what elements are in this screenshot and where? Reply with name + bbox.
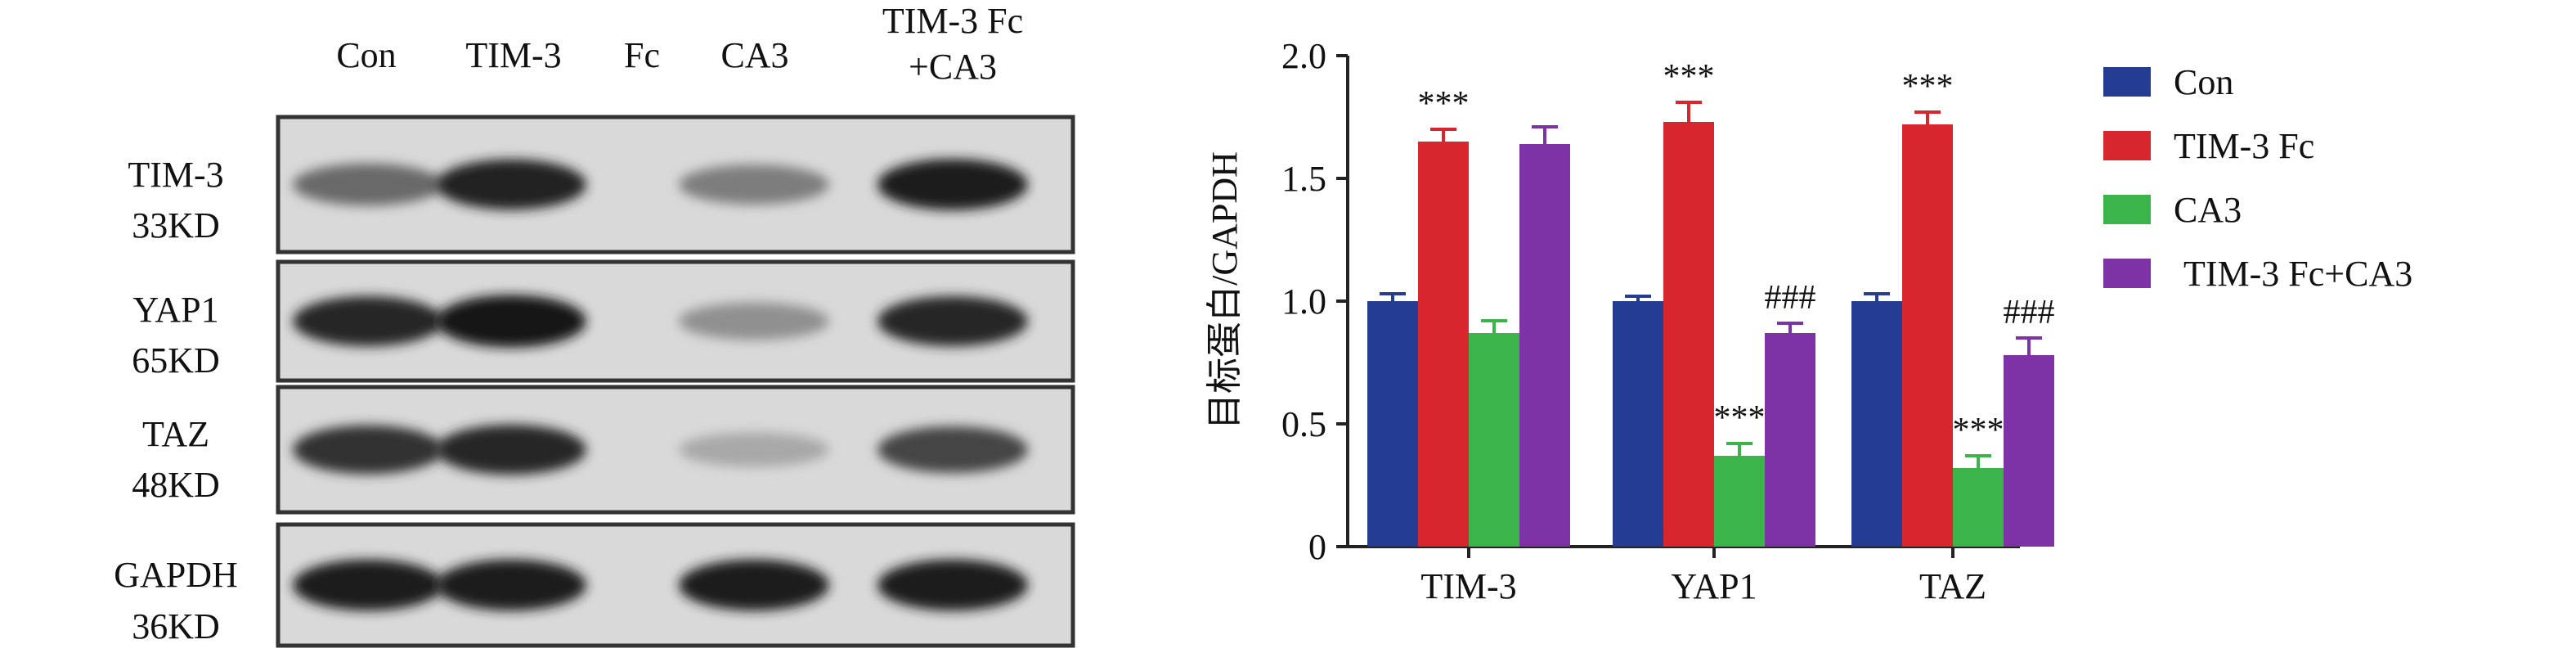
y-tick-label: 2.0 [1281,36,1326,76]
blot-band [293,295,443,347]
y-tick-label: 0 [1308,527,1326,567]
x-tick-label: TAZ [1919,566,1986,606]
bar-taz-tim-3-fc [1902,124,1953,547]
chart-axes: 0 0.5 1.0 1.5 2.0 TIM-3 YAP1 TAZ [1281,36,2020,606]
bar-tim-3-con [1367,301,1418,547]
x-tick-label: YAP1 [1671,566,1757,606]
blot-band [293,163,443,206]
bar-tim-3-ca3 [1469,333,1519,547]
chart-annotations: *** *** *** ### *** *** ### [1418,58,2055,449]
legend-label: TIM-3 Fc [2174,126,2314,166]
blot-band [877,426,1028,473]
chart-bars [1367,101,2054,547]
blot-band [436,159,586,210]
bar-tim-3-tim-3-fc [1418,142,1469,547]
bar-yap1-ca3 [1714,456,1765,547]
blot-band [877,559,1028,611]
blot-band [679,302,829,340]
y-tick-label: 1.0 [1281,281,1326,322]
row-label-taz: TAZ [142,414,209,454]
blot-band [679,559,829,611]
significance-marker: ### [1765,279,1816,317]
blot-band [293,559,443,611]
legend-label: TIM-3 Fc+CA3 [2183,254,2412,294]
blot-row-labels: TIM-3 33KD YAP1 65KD TAZ 48KD GAPDH 36KD [114,155,238,646]
western-blot-panel: Con TIM-3 Fc CA3 TIM-3 Fc +CA3 TIM-3 33K… [114,1,1075,648]
y-tick-label: 1.5 [1281,159,1326,199]
blot-strips [276,115,1075,648]
significance-marker: *** [1714,399,1766,437]
lane-label-ca3: CA3 [720,35,788,75]
lane-label-tim3fc: TIM-3 Fc [882,1,1023,41]
bar-yap1-con [1613,301,1663,547]
significance-marker: *** [1902,68,1954,106]
lane-labels: Con TIM-3 Fc CA3 TIM-3 Fc +CA3 [336,1,1023,87]
bar-yap1-tim-3-fc [1663,122,1714,547]
blot-band [877,159,1028,210]
lane-label-plus-ca3: +CA3 [909,47,997,87]
significance-marker: *** [1418,85,1470,123]
legend-label: Con [2174,62,2233,102]
legend-swatch [2103,259,2151,288]
blot-strip-gapdh [276,522,1075,648]
significance-marker: ### [2004,294,2055,331]
legend-swatch [2103,131,2151,160]
bar-tim-3-tim-3-fc-ca3 [1519,144,1570,547]
y-tick-label: 0.5 [1281,404,1326,444]
bar-taz-tim-3-fc-ca3 [2004,355,2054,547]
chart-legend: Con TIM-3 Fc CA3 TIM-3 Fc+CA3 [2103,62,2412,294]
lane-label-con: Con [336,35,396,75]
row-label-yap1: YAP1 [132,290,218,330]
y-axis-title: 目标蛋白/GAPDH [1205,151,1245,430]
blot-band [436,424,586,475]
blot-band [436,295,586,348]
x-tick-label: TIM-3 [1420,566,1516,606]
blot-strip-yap1 [276,259,1075,383]
lane-label-fc: Fc [624,35,660,75]
row-size-tim3: 33KD [132,205,220,245]
row-label-gapdh: GAPDH [114,555,238,595]
significance-marker: *** [1663,58,1715,96]
significance-marker: *** [1953,412,2004,449]
blot-band [436,559,586,611]
blot-band [877,295,1028,347]
blot-band [679,432,829,467]
legend-swatch [2103,67,2151,97]
lane-label-tim3: TIM-3 [465,35,561,75]
row-size-gapdh: 36KD [132,606,220,646]
blot-strip-tim-3 [276,115,1075,254]
blot-band [679,164,829,205]
row-size-taz: 48KD [132,465,220,505]
row-label-tim3: TIM-3 [128,155,223,195]
row-size-yap1: 65KD [132,340,220,381]
bar-taz-con [1851,301,1902,547]
legend-label: CA3 [2174,190,2242,230]
legend-swatch [2103,195,2151,224]
blot-band [293,425,443,475]
bar-taz-ca3 [1953,468,2004,547]
bar-yap1-tim-3-fc-ca3 [1765,333,1815,547]
blot-strip-taz [276,385,1075,515]
